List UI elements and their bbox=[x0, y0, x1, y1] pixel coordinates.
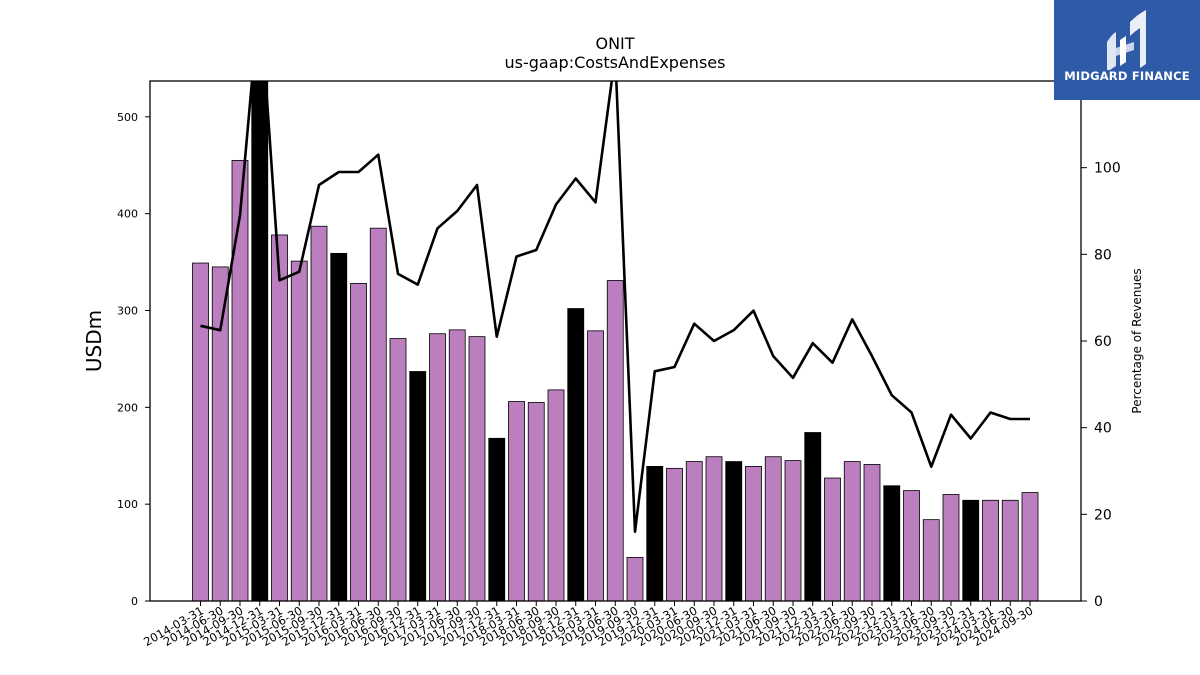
bar bbox=[606, 280, 624, 601]
logo-mark-icon bbox=[1107, 10, 1146, 70]
bar bbox=[508, 401, 525, 601]
bar bbox=[843, 461, 861, 601]
y-axis-label: USDm bbox=[82, 310, 106, 372]
y2-tick-label: 20 bbox=[1094, 507, 1112, 523]
bar bbox=[804, 432, 822, 601]
y-tick-label: 500 bbox=[117, 111, 138, 124]
bar bbox=[468, 336, 486, 601]
chart-title: ONIT bbox=[595, 34, 634, 53]
bar bbox=[389, 338, 407, 601]
bar bbox=[646, 465, 664, 601]
y2-axis-label: Percentage of Revenues bbox=[1130, 268, 1144, 413]
y2-tick-label: 80 bbox=[1094, 247, 1112, 263]
bar bbox=[705, 456, 723, 601]
y-tick-label: 0 bbox=[131, 595, 138, 608]
bar bbox=[903, 490, 920, 601]
y2-tick-label: 100 bbox=[1094, 161, 1121, 177]
y2-tick-label: 0 bbox=[1094, 594, 1103, 610]
bar bbox=[1021, 492, 1039, 601]
bar bbox=[567, 308, 585, 601]
line-series bbox=[200, 81, 1030, 533]
bar bbox=[310, 225, 328, 601]
bar bbox=[824, 477, 841, 601]
bar bbox=[251, 81, 269, 601]
y2-tick-label: 60 bbox=[1094, 334, 1112, 350]
bar bbox=[685, 461, 703, 601]
bar bbox=[922, 519, 940, 601]
bar bbox=[192, 262, 209, 601]
bar bbox=[350, 282, 367, 601]
y-tick-label: 200 bbox=[117, 401, 138, 414]
bar bbox=[883, 485, 901, 601]
bar bbox=[764, 456, 782, 601]
bar bbox=[547, 389, 565, 601]
chart-subtitle: us-gaap:CostsAndExpenses bbox=[505, 53, 726, 72]
y-tick-label: 100 bbox=[117, 498, 138, 511]
bar bbox=[725, 461, 743, 601]
bar bbox=[429, 333, 446, 601]
bar-series bbox=[192, 81, 1039, 601]
percentage-line bbox=[200, 81, 1030, 533]
bar bbox=[369, 227, 387, 601]
bar bbox=[982, 499, 999, 601]
bar bbox=[527, 402, 545, 601]
bar bbox=[666, 467, 683, 601]
bar bbox=[409, 371, 427, 601]
bar bbox=[1001, 499, 1019, 601]
bar bbox=[271, 234, 288, 601]
bar bbox=[330, 252, 348, 601]
bar bbox=[587, 330, 604, 601]
midgard-finance-logo: MIDGARD FINANCE bbox=[1054, 0, 1200, 100]
bar bbox=[962, 499, 980, 601]
logo-text: MIDGARD FINANCE bbox=[1064, 69, 1190, 83]
bar bbox=[488, 437, 506, 601]
bar bbox=[448, 329, 466, 601]
bar bbox=[784, 460, 802, 601]
y-tick-label: 400 bbox=[117, 208, 138, 221]
bar bbox=[942, 494, 960, 601]
bar bbox=[211, 266, 229, 601]
bar bbox=[745, 465, 762, 601]
bar bbox=[863, 464, 881, 601]
bar bbox=[626, 557, 644, 601]
bar bbox=[231, 159, 249, 601]
bar bbox=[290, 260, 308, 601]
y-tick-label: 300 bbox=[117, 304, 138, 317]
y2-tick-label: 40 bbox=[1094, 421, 1112, 437]
